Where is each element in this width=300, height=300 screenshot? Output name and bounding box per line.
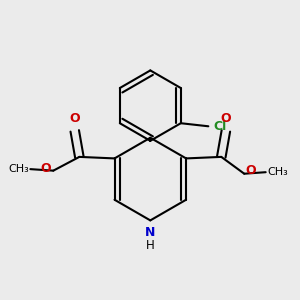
Text: N: N [145, 226, 155, 239]
Text: O: O [220, 112, 231, 125]
Text: CH₃: CH₃ [267, 167, 288, 177]
Text: H: H [146, 239, 155, 252]
Text: O: O [69, 112, 80, 125]
Text: Cl: Cl [213, 120, 226, 133]
Text: O: O [246, 164, 256, 177]
Text: O: O [40, 162, 51, 175]
Text: CH₃: CH₃ [8, 164, 29, 174]
